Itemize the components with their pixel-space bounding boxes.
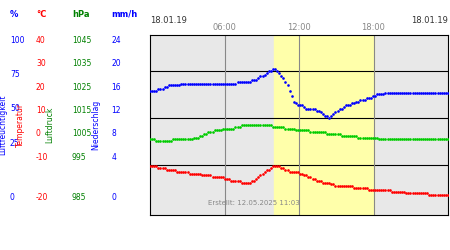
Text: -20: -20 [36,192,49,202]
Text: 8: 8 [112,130,117,138]
Text: 16: 16 [112,83,121,92]
Text: %: % [10,10,18,19]
Text: -10: -10 [36,153,49,162]
Text: 20: 20 [112,59,121,68]
Text: 18.01.19: 18.01.19 [411,16,448,25]
Text: 1015: 1015 [72,106,91,115]
Text: 75: 75 [10,70,20,79]
Text: 50: 50 [10,104,20,113]
Text: Niederschlag: Niederschlag [91,100,100,150]
Text: 0: 0 [10,192,15,202]
Text: hPa: hPa [72,10,90,19]
Text: 12: 12 [112,106,121,115]
Text: 1045: 1045 [72,36,91,45]
Text: 0: 0 [112,192,117,202]
Text: 18:00: 18:00 [361,24,386,32]
Text: 25: 25 [10,138,19,147]
Text: 40: 40 [36,36,46,45]
Text: 24: 24 [112,36,121,45]
Text: °C: °C [36,10,46,19]
Text: 0: 0 [36,130,41,138]
Text: 20: 20 [36,83,45,92]
Text: Temperatur: Temperatur [16,103,25,147]
Text: 985: 985 [72,192,86,202]
Text: 995: 995 [72,153,86,162]
Text: Luftdruck: Luftdruck [45,107,54,143]
Text: 4: 4 [112,153,117,162]
Text: 30: 30 [36,59,46,68]
Text: 06:00: 06:00 [212,24,236,32]
Text: 1005: 1005 [72,130,91,138]
Text: 10: 10 [36,106,45,115]
Text: 12:00: 12:00 [287,24,311,32]
Text: 100: 100 [10,36,24,45]
Text: Luftfeuchtigkeit: Luftfeuchtigkeit [0,95,8,155]
Text: Erstellt: 12.05.2025 11:03: Erstellt: 12.05.2025 11:03 [208,200,300,206]
Text: 18.01.19: 18.01.19 [150,16,187,25]
Text: 1035: 1035 [72,59,91,68]
Bar [274,35,374,215]
Text: mm/h: mm/h [112,10,138,19]
Text: 1025: 1025 [72,83,91,92]
